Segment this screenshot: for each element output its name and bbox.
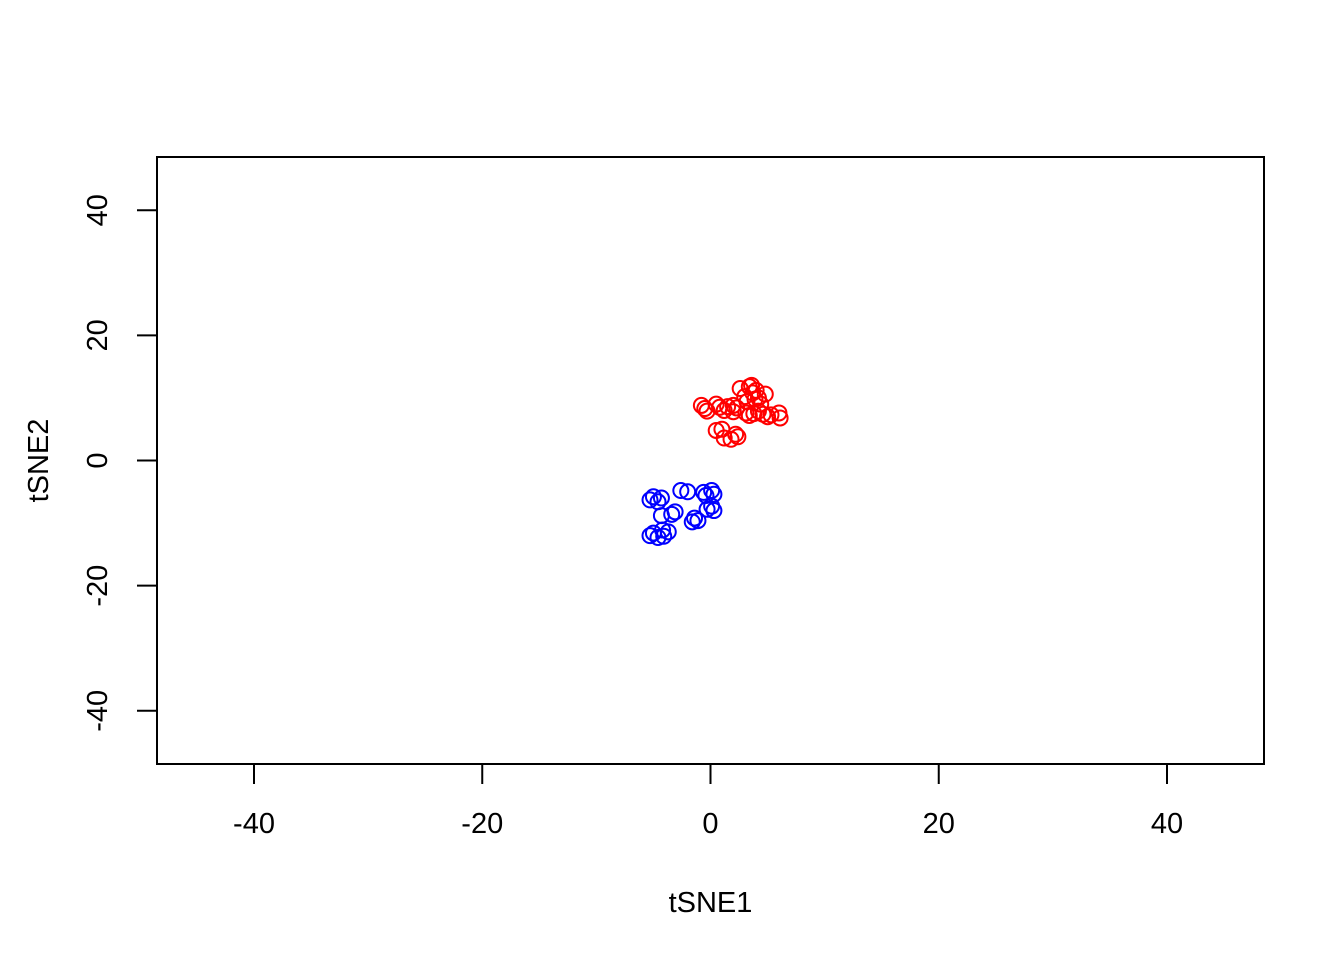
data-point — [644, 488, 662, 506]
y-tick-label: -40 — [82, 690, 114, 732]
data-points — [641, 376, 789, 546]
data-point — [715, 429, 733, 447]
data-point — [659, 523, 677, 541]
x-tick-label: -40 — [233, 808, 275, 840]
data-point — [641, 491, 659, 509]
data-point — [724, 403, 742, 421]
data-point — [698, 500, 716, 518]
data-point — [771, 409, 789, 427]
data-point — [641, 527, 659, 545]
data-point — [655, 527, 673, 545]
data-point — [737, 404, 755, 422]
x-axis: -40 -20 0 20 40 — [233, 763, 1183, 840]
y-tick-label: 0 — [82, 452, 114, 468]
data-point — [729, 428, 747, 446]
data-point — [652, 489, 670, 507]
data-point — [672, 482, 690, 500]
data-point — [715, 401, 733, 419]
data-point — [695, 483, 713, 501]
y-tick-label: 40 — [82, 194, 114, 226]
data-point — [727, 425, 745, 443]
y-tick-label: -20 — [82, 565, 114, 607]
plot-frame — [156, 156, 1265, 765]
data-point — [663, 505, 681, 523]
series-1 — [641, 482, 723, 546]
x-tick-label: 20 — [923, 808, 955, 840]
x-tick-label: 40 — [1151, 808, 1183, 840]
data-point — [705, 502, 723, 520]
data-point — [697, 487, 715, 505]
y-axis-title: tSNE2 — [23, 419, 55, 503]
y-axis: -40 -20 0 20 40 — [82, 194, 158, 732]
x-axis-title: tSNE1 — [669, 887, 753, 919]
data-point — [756, 385, 774, 403]
data-point — [686, 509, 704, 527]
data-point — [705, 485, 723, 503]
y-tick-label: 20 — [82, 319, 114, 351]
x-tick-label: 0 — [702, 808, 718, 840]
data-point — [652, 507, 670, 525]
x-tick-label: -20 — [461, 808, 503, 840]
data-point — [724, 396, 742, 414]
data-point — [689, 512, 707, 530]
data-point — [679, 483, 697, 501]
data-point — [749, 402, 767, 420]
series-0 — [692, 376, 789, 448]
data-point — [762, 406, 780, 424]
